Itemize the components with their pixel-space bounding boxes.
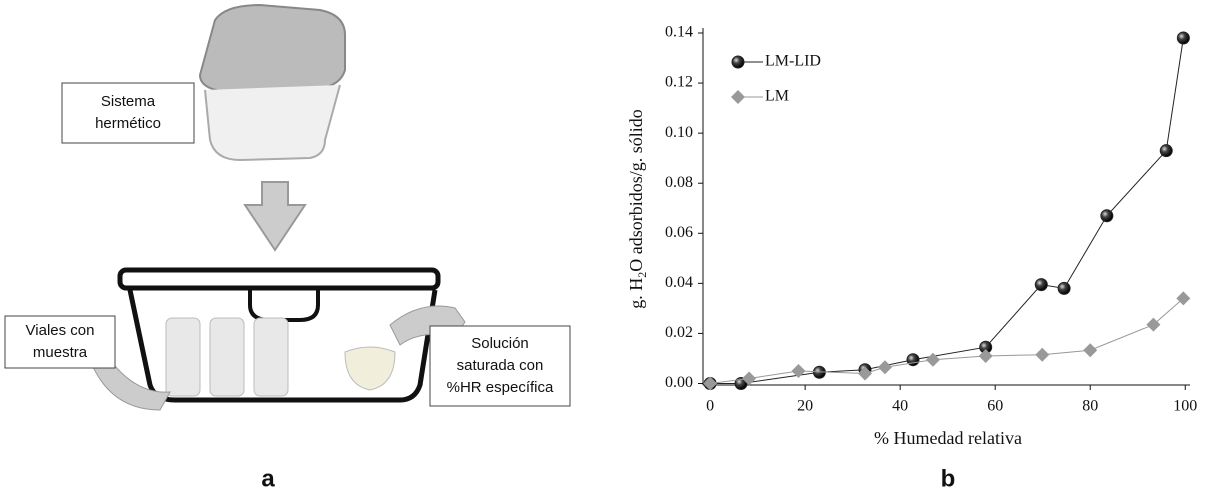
x-tick-label: 100 <box>1173 398 1197 415</box>
box-lid <box>117 267 441 291</box>
x-tick-label: 60 <box>987 398 1003 415</box>
label-box <box>4 315 116 369</box>
x-tick-label: 40 <box>892 398 908 415</box>
diagram-label: saturada con <box>457 357 544 374</box>
data-point <box>1176 291 1191 306</box>
diagram-label: muestra <box>33 344 88 361</box>
y-tick-label: 0.12 <box>665 74 693 91</box>
chart: b % Humedad relativa g. H2O adsorbidos/g… <box>626 24 1197 493</box>
data-point <box>742 371 757 386</box>
data-point <box>1083 343 1098 358</box>
y-tick-label: 0.00 <box>665 374 693 391</box>
data-point <box>925 352 940 367</box>
arrow-curved <box>389 305 466 346</box>
diagram-label: Sistema <box>101 93 156 110</box>
data-point <box>1146 317 1161 332</box>
container-body <box>204 84 341 162</box>
y-tick-label: 0.10 <box>665 124 693 141</box>
bowl <box>344 346 396 391</box>
data-point <box>1100 209 1114 223</box>
y-tick-label: 0.14 <box>665 24 693 41</box>
y-tick-label: 0.08 <box>665 174 693 191</box>
container-lid <box>198 3 346 94</box>
data-point <box>978 348 993 363</box>
y-title-part: g. H <box>626 278 646 309</box>
data-point <box>734 376 748 390</box>
vial <box>253 317 289 397</box>
y-title-sub: 2 <box>635 272 649 278</box>
y-axis-title: g. H2O adsorbidos/g. sólido <box>626 109 649 309</box>
data-point <box>1057 281 1071 295</box>
diagram: Sistema hermético Viales con muestra Sol… <box>4 3 571 492</box>
data-point <box>858 366 873 381</box>
vial <box>165 317 201 397</box>
data-point <box>791 363 806 378</box>
lid-handle <box>248 288 320 322</box>
panel-label: b <box>941 465 956 492</box>
data-point <box>1035 347 1050 362</box>
x-tick-label: 0 <box>706 398 714 415</box>
legend-marker <box>731 90 745 104</box>
series-line <box>710 298 1184 384</box>
y-tick-label: 0.06 <box>665 224 693 241</box>
x-tick-label: 20 <box>797 398 813 415</box>
x-axis-title: % Humedad relativa <box>874 428 1022 448</box>
diagram-label: Viales con <box>26 322 95 339</box>
diagram-label: Solución <box>471 335 529 352</box>
label-box <box>61 82 195 144</box>
diagram-label: %HR específica <box>447 379 554 396</box>
label-box <box>429 325 571 407</box>
vial <box>209 317 245 397</box>
data-point <box>1034 278 1048 292</box>
y-tick-label: 0.04 <box>665 274 693 291</box>
legend-marker <box>731 55 745 69</box>
x-tick-label: 80 <box>1082 398 1098 415</box>
y-title-part: O adsorbidos/g. sólido <box>626 109 646 272</box>
arrow-down <box>243 181 307 252</box>
data-point <box>1176 31 1190 45</box>
legend-label: LM-LID <box>765 53 821 70</box>
data-point <box>703 376 718 391</box>
y-tick-label: 0.02 <box>665 324 693 341</box>
data-point <box>1159 144 1173 158</box>
panel-label: a <box>261 465 275 492</box>
data-point <box>877 360 892 375</box>
diagram-label: hermético <box>95 115 161 132</box>
legend-label: LM <box>765 88 789 105</box>
